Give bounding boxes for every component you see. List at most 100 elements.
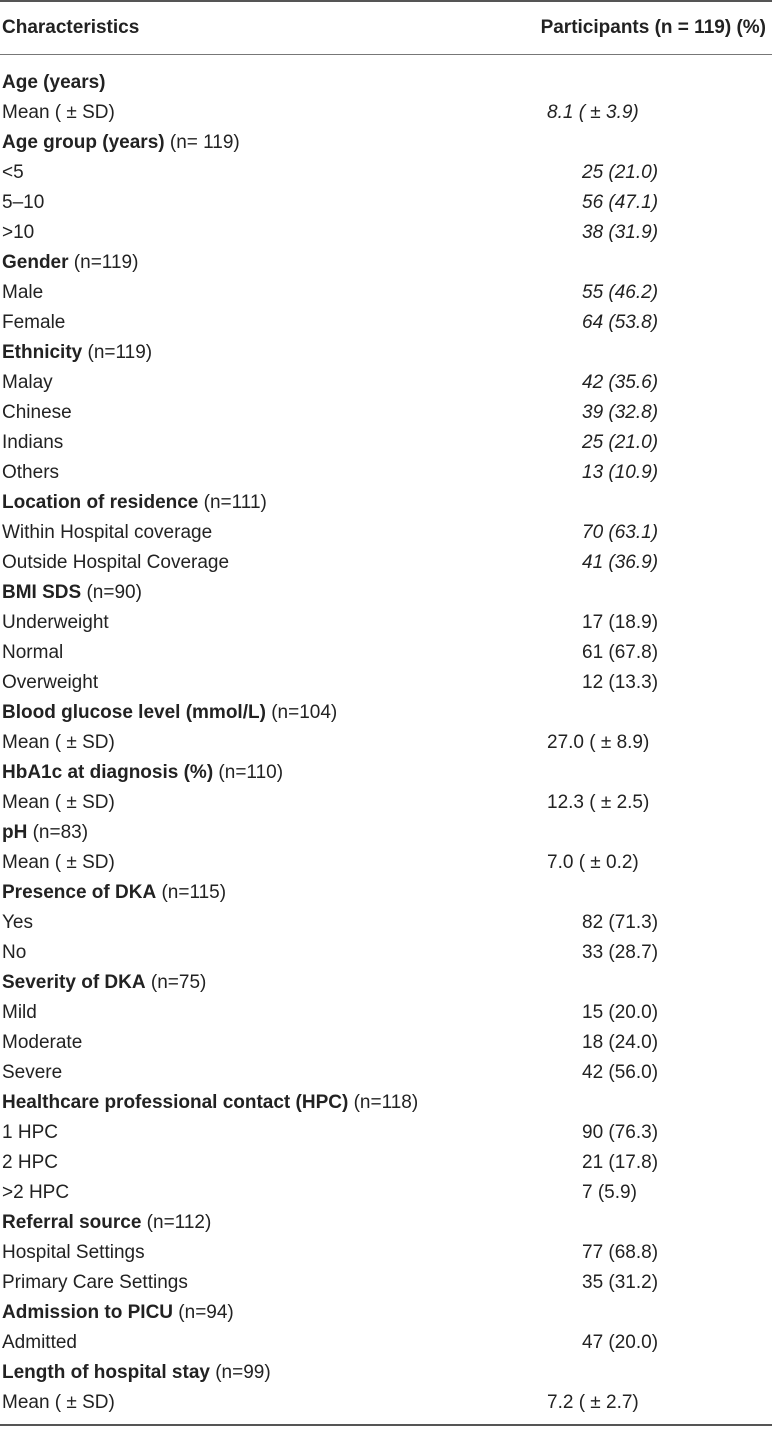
section-row: Healthcare professional contact (HPC) (n…	[0, 1088, 772, 1118]
row-value: 42 (35.6)	[582, 372, 659, 393]
section-row: Severity of DKA (n=75)	[0, 968, 772, 998]
section-count: (n=111)	[198, 492, 267, 513]
section-title: Blood glucose level (mmol/L)	[2, 702, 266, 723]
bottom-rule	[0, 1424, 772, 1426]
row-value-cell: 42 (35.6)	[412, 368, 772, 398]
row-label: Within Hospital coverage	[2, 522, 213, 543]
row-label: Moderate	[2, 1032, 83, 1053]
table-row: 2 HPC 21 (17.8)	[0, 1148, 772, 1178]
row-value: 64 (53.8)	[582, 312, 659, 333]
row-value: 61 (67.8)	[582, 642, 659, 663]
row-value: 27.0 ( ± 8.9)	[547, 732, 650, 753]
row-value-cell: 64 (53.8)	[412, 308, 772, 338]
row-label: Severe	[2, 1062, 63, 1083]
section-title: pH	[2, 822, 28, 843]
section-count: (n= 119)	[164, 132, 240, 153]
row-value: 12.3 ( ± 2.5)	[547, 792, 650, 813]
section-title: Ethnicity	[2, 342, 83, 363]
table-row: Within Hospital coverage 70 (63.1)	[0, 518, 772, 548]
section-row: HbA1c at diagnosis (%) (n=110)	[0, 758, 772, 788]
row-label: Primary Care Settings	[2, 1272, 188, 1293]
row-value: 17 (18.9)	[582, 612, 659, 633]
row-value-cell: 18 (24.0)	[412, 1028, 772, 1058]
row-value: 15 (20.0)	[582, 1002, 659, 1023]
row-label: Mean ( ± SD)	[2, 792, 115, 813]
row-value: 13 (10.9)	[582, 462, 659, 483]
section-title: Referral source	[2, 1212, 142, 1233]
section-title: Location of residence	[2, 492, 199, 513]
row-label: Mean ( ± SD)	[2, 1392, 115, 1413]
table-row: >2 HPC 7 (5.9)	[0, 1178, 772, 1208]
row-label: Mean ( ± SD)	[2, 732, 115, 753]
table-row: Moderate 18 (24.0)	[0, 1028, 772, 1058]
table-row: Outside Hospital Coverage 41 (36.9)	[0, 548, 772, 578]
table-body: Age (years) Mean ( ± SD) 8.1 ( ± 3.9) Age g…	[0, 55, 772, 1418]
row-value: 33 (28.7)	[582, 942, 659, 963]
row-label: Male	[2, 282, 44, 303]
table-row: 5–10 56 (47.1)	[0, 188, 772, 218]
table-row: Underweight 17 (18.9)	[0, 608, 772, 638]
table-row: Female 64 (53.8)	[0, 308, 772, 338]
row-label: Mean ( ± SD)	[2, 102, 115, 123]
section-title: Age group (years)	[2, 132, 165, 153]
table-row: Overweight 12 (13.3)	[0, 668, 772, 698]
row-label: Female	[2, 312, 66, 333]
row-label: Indians	[2, 432, 64, 453]
section-count: (n=99)	[209, 1362, 271, 1383]
row-value: 77 (68.8)	[582, 1242, 659, 1263]
row-value: 90 (76.3)	[582, 1122, 659, 1143]
section-title: Length of hospital stay	[2, 1362, 210, 1383]
row-value-cell: 38 (31.9)	[412, 218, 772, 248]
header-rule	[0, 54, 772, 55]
table-row: Severe 42 (56.0)	[0, 1058, 772, 1088]
section-row: Age group (years) (n= 119)	[0, 128, 772, 158]
row-value: 12 (13.3)	[582, 672, 659, 693]
row-value: 25 (21.0)	[582, 162, 659, 183]
row-label: No	[2, 942, 27, 963]
table-row: Yes 82 (71.3)	[0, 908, 772, 938]
table-row: Hospital Settings 77 (68.8)	[0, 1238, 772, 1268]
row-label: Malay	[2, 372, 53, 393]
section-count: (n=75)	[145, 972, 207, 993]
row-value: 8.1 ( ± 3.9)	[547, 102, 639, 123]
row-value: 21 (17.8)	[582, 1152, 659, 1173]
row-label: Mean ( ± SD)	[2, 852, 115, 873]
row-value-cell: 15 (20.0)	[412, 998, 772, 1028]
section-count: (n=90)	[81, 582, 142, 603]
header-participants: Participants (n = 119) (%)	[540, 17, 766, 38]
row-value: 70 (63.1)	[582, 522, 659, 543]
section-count: (n=94)	[173, 1302, 234, 1323]
row-value: 47 (20.0)	[582, 1332, 659, 1353]
section-title: Age (years)	[2, 72, 106, 93]
row-label: <5	[2, 162, 24, 183]
table-row: <5 25 (21.0)	[0, 158, 772, 188]
row-value: 38 (31.9)	[582, 222, 659, 243]
row-value-cell: 70 (63.1)	[412, 518, 772, 548]
row-value: 39 (32.8)	[582, 402, 659, 423]
section-title: HbA1c at diagnosis (%)	[2, 762, 214, 783]
table-row: Mean ( ± SD) 7.0 ( ± 0.2)	[0, 848, 772, 878]
row-label: Underweight	[2, 612, 109, 633]
section-title: Gender	[2, 252, 69, 273]
table-row: No 33 (28.7)	[0, 938, 772, 968]
row-value-cell: 42 (56.0)	[412, 1058, 772, 1088]
row-label: 1 HPC	[2, 1122, 58, 1143]
row-label: Overweight	[2, 672, 99, 693]
row-value-cell: 47 (20.0)	[412, 1328, 772, 1358]
row-label: Admitted	[2, 1332, 77, 1353]
table-row: Normal 61 (67.8)	[0, 638, 772, 668]
row-value-cell: 61 (67.8)	[412, 638, 772, 668]
row-value: 25 (21.0)	[582, 432, 659, 453]
table-row: Primary Care Settings 35 (31.2)	[0, 1268, 772, 1298]
row-value: 7 (5.9)	[582, 1182, 637, 1203]
row-value: 35 (31.2)	[582, 1272, 659, 1293]
row-value-cell: 35 (31.2)	[412, 1268, 772, 1298]
table-row: Mild 15 (20.0)	[0, 998, 772, 1028]
table-row: Malay 42 (35.6)	[0, 368, 772, 398]
section-row: Admission to PICU (n=94)	[0, 1298, 772, 1328]
table-row: Mean ( ± SD) 8.1 ( ± 3.9)	[0, 98, 772, 128]
row-label: Hospital Settings	[2, 1242, 145, 1263]
row-label: 2 HPC	[2, 1152, 58, 1173]
section-count: (n=104)	[265, 702, 338, 723]
